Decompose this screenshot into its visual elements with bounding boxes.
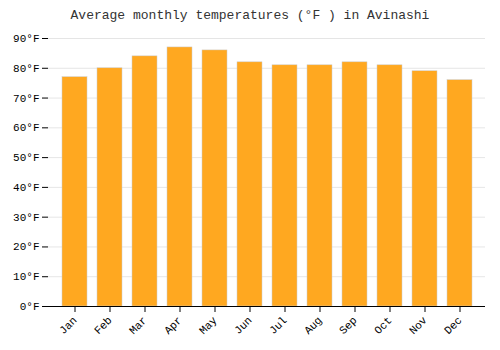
svg-text:Jan: Jan bbox=[57, 314, 79, 336]
svg-text:Jun: Jun bbox=[232, 314, 254, 336]
html-text:Average monthly temperatures (: Average monthly temperatures (°F ) in Av… bbox=[70, 8, 430, 23]
svg-text:Sep: Sep bbox=[337, 314, 359, 336]
svg-text:10°F: 10°F bbox=[13, 271, 39, 283]
svg-text:40°F: 40°F bbox=[13, 182, 39, 194]
svg-text:90°F: 90°F bbox=[13, 33, 39, 45]
svg-text:Nov: Nov bbox=[407, 314, 430, 337]
svg-text:Mar: Mar bbox=[127, 314, 149, 336]
svg-text:20°F: 20°F bbox=[13, 241, 39, 253]
svg-text:May: May bbox=[197, 314, 220, 337]
svg-text:80°F: 80°F bbox=[13, 63, 39, 75]
svg-text:60°F: 60°F bbox=[13, 122, 39, 134]
svg-text:Aug: Aug bbox=[302, 314, 324, 336]
svg-text:Dec: Dec bbox=[442, 314, 464, 336]
svg-text:Apr: Apr bbox=[162, 314, 184, 336]
svg-text:Feb: Feb bbox=[92, 314, 114, 336]
svg-text:Oct: Oct bbox=[372, 314, 394, 336]
svg-text:50°F: 50°F bbox=[13, 152, 39, 164]
svg-text:30°F: 30°F bbox=[13, 212, 39, 224]
svg-text:0°F: 0°F bbox=[20, 301, 40, 313]
svg-text:70°F: 70°F bbox=[13, 93, 39, 105]
svg-text:Jul: Jul bbox=[267, 314, 289, 336]
